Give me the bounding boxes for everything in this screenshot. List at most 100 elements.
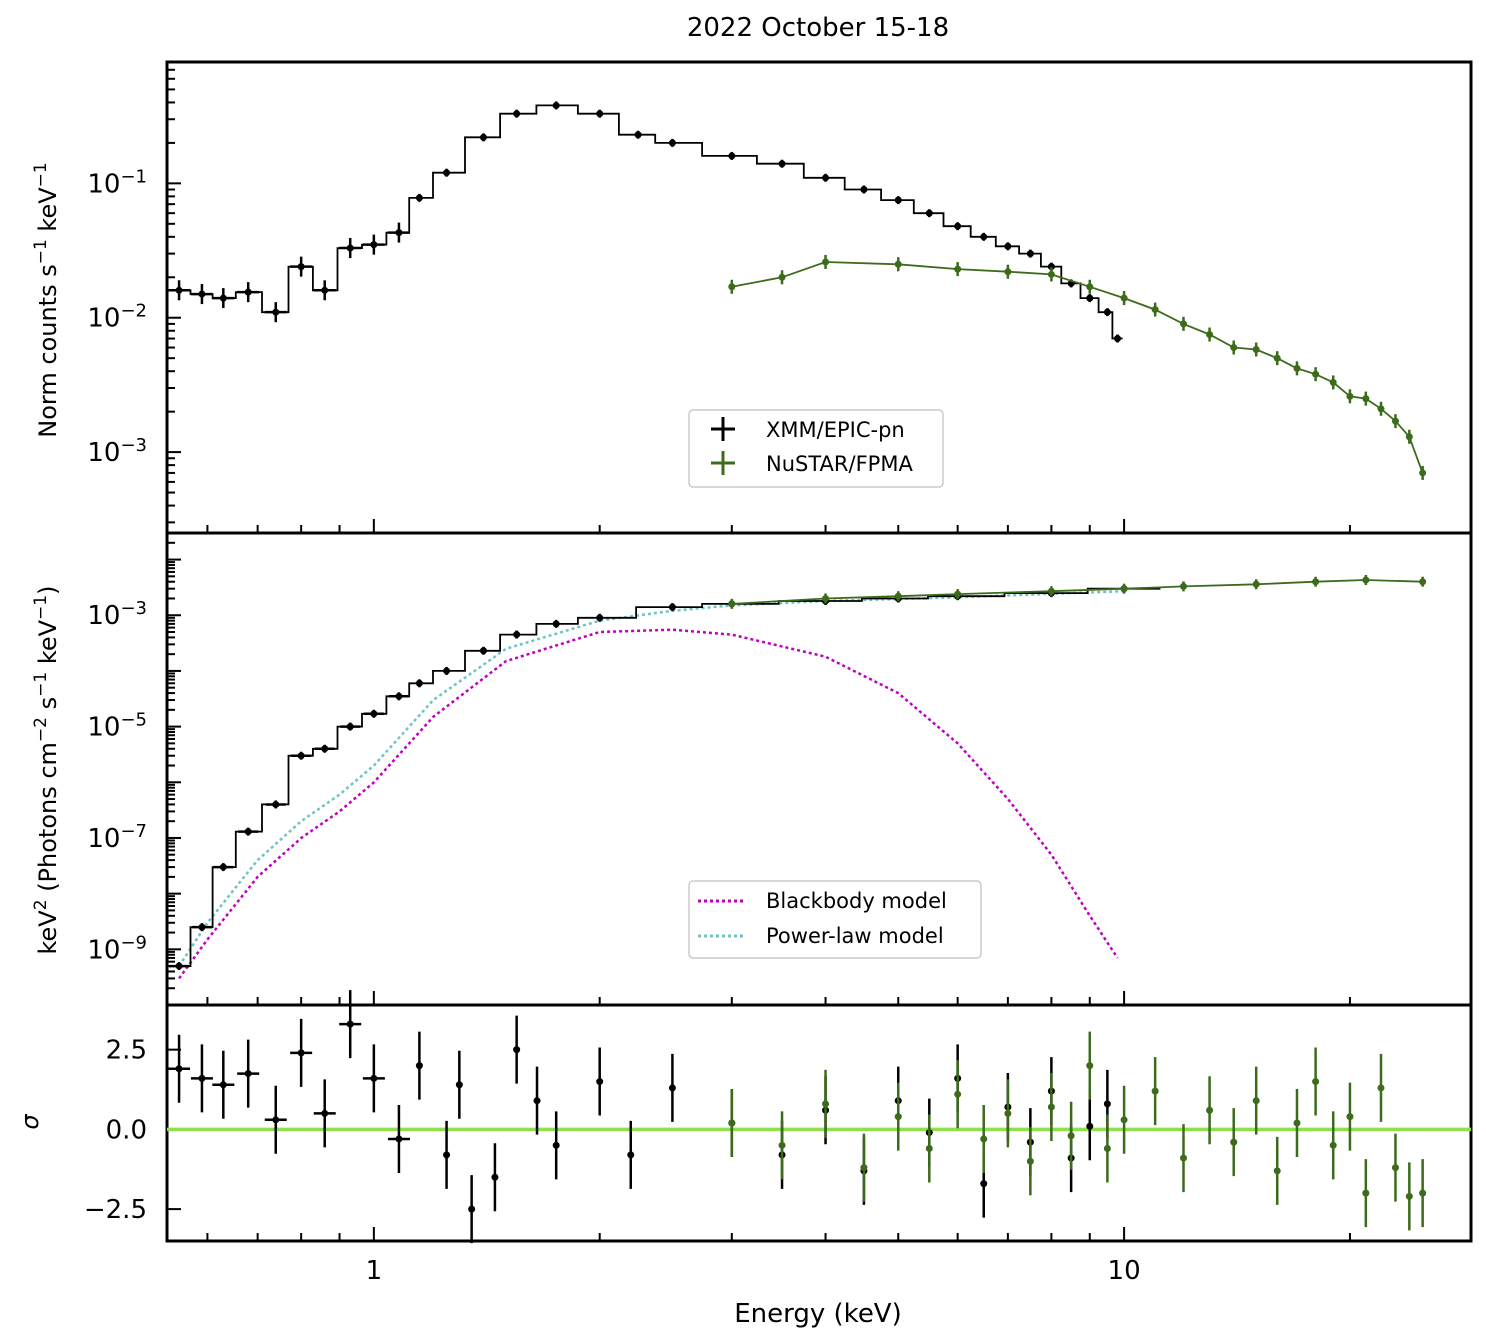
nustar-residual — [728, 1119, 736, 1127]
panel-middle: 10−9 10−7 10−5 10−3 — [87, 531, 1473, 1007]
xmm-residual — [455, 1081, 463, 1089]
nustar-point — [1252, 346, 1260, 354]
xmm-point — [860, 186, 868, 194]
legend-nustar-label: NuSTAR/FPMA — [766, 452, 913, 476]
xmm-point — [728, 152, 736, 160]
xmm-point — [513, 110, 521, 118]
x-tick-label: 10 — [1108, 1256, 1141, 1286]
nustar-residual — [1377, 1084, 1385, 1092]
x-axis-label: Energy (keV) — [734, 1299, 902, 1329]
top-ylabel: Norm counts s−1 keV−1 — [31, 162, 62, 437]
nustar-residual — [1419, 1189, 1427, 1197]
xmm-point — [894, 196, 902, 204]
nustar-point — [1179, 582, 1187, 590]
xmm-point — [980, 233, 988, 241]
y-tick-label: 10−9 — [87, 932, 147, 966]
nustar-residual — [1312, 1078, 1320, 1086]
nustar-point — [1179, 320, 1187, 328]
xmm-point — [1114, 335, 1122, 343]
legend-top: XMM/EPIC-pn NuSTAR/FPMA — [688, 409, 944, 488]
nustar-residual — [1391, 1164, 1399, 1172]
xmm-point — [219, 863, 227, 871]
nustar-point — [1047, 587, 1055, 595]
nustar-point — [1419, 578, 1427, 586]
panel-frame — [165, 1003, 1473, 1243]
y-tick-label: 2.5 — [106, 1036, 147, 1066]
xmm-residual — [395, 1135, 403, 1143]
xmm-point — [513, 631, 521, 639]
nustar-residual — [1120, 1116, 1128, 1124]
nustar-residual — [1293, 1119, 1301, 1127]
nustar-point — [1312, 578, 1320, 586]
xmm-point — [443, 169, 451, 177]
nustar-residual — [860, 1164, 868, 1172]
middle-ylabel: keV2 (Photons cm−2 s−1 keV−1) — [31, 586, 62, 955]
xmm-point — [634, 131, 642, 139]
nustar-point — [954, 590, 962, 598]
xmm-residual — [272, 1116, 280, 1124]
xmm-point — [175, 286, 183, 294]
nustar-point — [1346, 392, 1354, 400]
nustar-point — [1120, 294, 1128, 302]
xmm-point — [272, 800, 280, 808]
nustar-point — [1377, 405, 1385, 413]
xmm-residual — [443, 1151, 451, 1159]
nustar-point — [778, 273, 786, 281]
nustar-residual — [1151, 1087, 1159, 1095]
nustar-point — [954, 265, 962, 273]
nustar-residual — [778, 1141, 786, 1149]
legend-xmm-label: XMM/EPIC-pn — [766, 418, 905, 442]
xmm-point — [925, 209, 933, 217]
nustar-point — [1004, 268, 1012, 276]
nustar-residual — [954, 1090, 962, 1098]
y-tick-label: −2.5 — [84, 1195, 147, 1225]
nustar-point — [1419, 469, 1427, 477]
nustar-residual — [1206, 1106, 1214, 1114]
legend-blackbody-label: Blackbody model — [766, 889, 947, 913]
nustar-residual — [1179, 1154, 1187, 1162]
nustar-residual — [980, 1135, 988, 1143]
xmm-point — [198, 290, 206, 298]
xmm-point — [596, 614, 604, 622]
xmm-point — [321, 745, 329, 753]
y-tick-label: 10−1 — [87, 166, 147, 200]
y-tick-label: 10−3 — [87, 435, 147, 469]
y-tick-label: 10−3 — [87, 598, 147, 632]
nustar-point — [1273, 354, 1281, 362]
xmm-point — [778, 160, 786, 168]
nustar-point — [1405, 433, 1413, 441]
xmm-point — [1047, 263, 1055, 271]
xmm-residual — [1086, 1122, 1094, 1130]
xmm-residual — [219, 1081, 227, 1089]
nustar-residual — [1252, 1097, 1260, 1105]
nustar-residual — [1103, 1145, 1111, 1153]
nustar-point — [1151, 306, 1159, 314]
xmm-point — [479, 647, 487, 655]
xmm-point — [596, 110, 604, 118]
xmm-residual — [346, 1020, 354, 1028]
nustar-point — [1362, 395, 1370, 403]
x-tick-label: 1 — [366, 1256, 383, 1286]
xmm-point — [370, 710, 378, 718]
powerlaw-model-curve — [178, 589, 1125, 967]
xmm-model-step — [167, 104, 1123, 340]
nustar-point — [1206, 331, 1214, 339]
legend-middle: Blackbody model Power-law model — [688, 880, 982, 959]
nustar-point — [1230, 344, 1238, 352]
xmm-residual — [415, 1062, 423, 1070]
xmm-residual — [668, 1084, 676, 1092]
nustar-point — [728, 283, 736, 291]
nustar-residual — [822, 1100, 830, 1108]
xmm-residual — [198, 1074, 206, 1082]
nustar-point — [822, 594, 830, 602]
xmm-point — [346, 244, 354, 252]
nustar-point — [1047, 270, 1055, 278]
xmm-point — [219, 294, 227, 302]
xmm-point — [321, 286, 329, 294]
nustar-residual — [925, 1145, 933, 1153]
nustar-residual — [1362, 1189, 1370, 1197]
xmm-point — [822, 174, 830, 182]
nustar-point — [1252, 580, 1260, 588]
legend-nustar-marker — [711, 451, 735, 475]
